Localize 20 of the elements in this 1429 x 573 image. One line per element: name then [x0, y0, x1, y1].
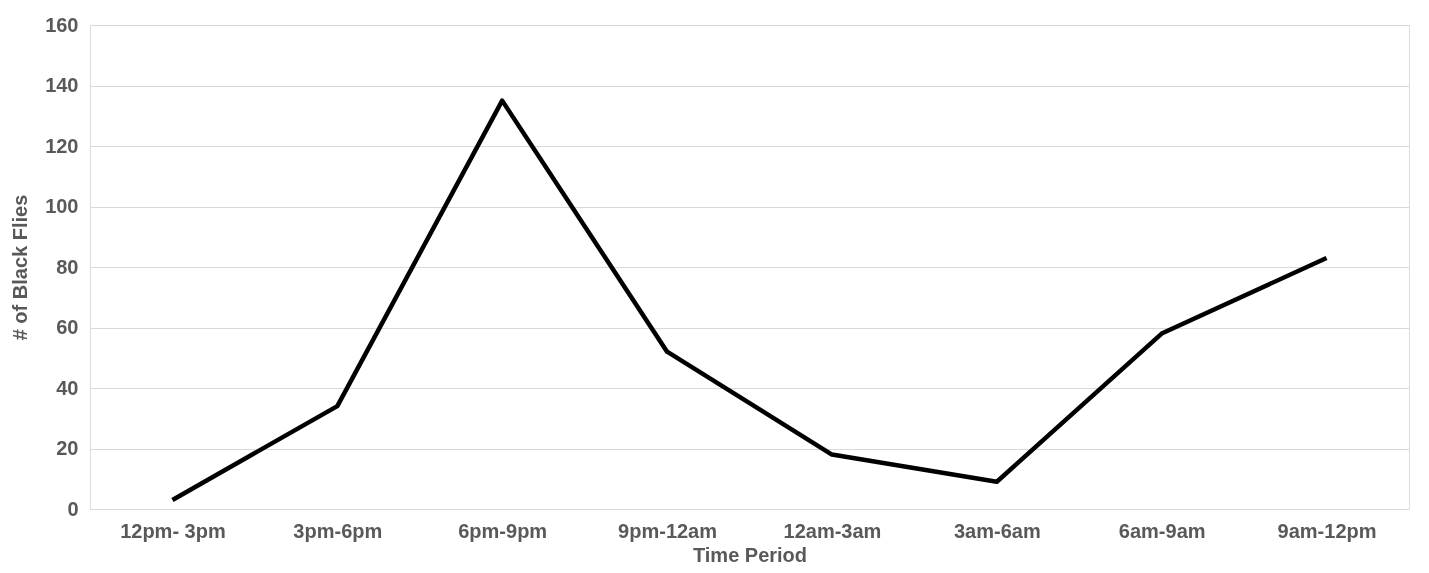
y-tick-label: 60 — [56, 316, 79, 338]
x-tick-label: 6am-9am — [1118, 519, 1206, 542]
x-tick-label: 12am-3am — [783, 519, 882, 542]
y-tick-label: 0 — [67, 497, 79, 520]
y-tick-label: 120 — [45, 134, 79, 157]
line-series — [170, 98, 1329, 503]
y-tick-label: 100 — [45, 195, 79, 217]
y-tick-label: 160 — [45, 13, 79, 36]
y-tick-label: 140 — [45, 74, 79, 96]
x-tick-label: 12pm- 3pm — [120, 519, 226, 542]
y-axis-title: # of Black Flies — [9, 194, 32, 341]
x-tick-label: 9am-12pm — [1277, 519, 1377, 542]
x-tick-label: 9pm-12am — [618, 519, 718, 542]
y-tick-label: 20 — [56, 437, 79, 459]
x-tick-label: 3pm-6pm — [293, 519, 383, 542]
x-tick-label: 3am-6am — [953, 519, 1041, 542]
x-tick-label: 6pm-9pm — [458, 519, 548, 542]
x-axis-title: Time Period — [692, 543, 808, 566]
y-tick-label: 40 — [56, 376, 79, 399]
y-tick-label: 80 — [56, 255, 79, 278]
